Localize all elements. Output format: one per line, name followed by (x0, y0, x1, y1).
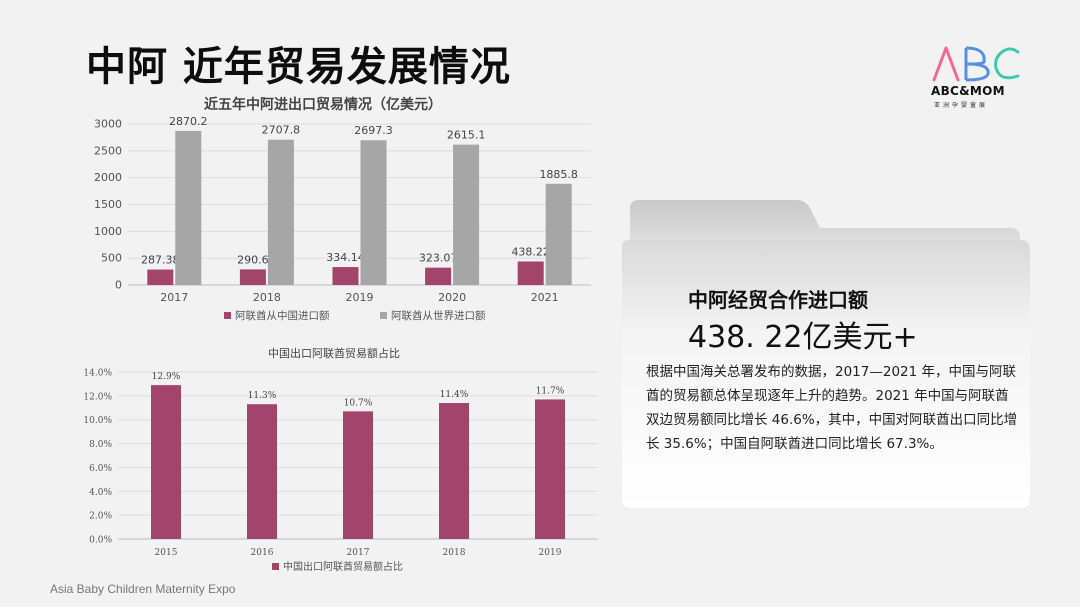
card-heading: 中阿经贸合作进口额 (688, 288, 868, 312)
page-title: 中阿 近年贸易发展情况 (86, 44, 511, 90)
data-label: 334.14 (326, 251, 365, 264)
bar (439, 403, 469, 539)
data-label: 2707.8 (262, 124, 301, 137)
logo-subtitle: 亚洲孕婴童展 (934, 102, 989, 109)
card-body-text: 根据中国海关总署发布的数据，2017—2021 年，中国与阿联酋的贸易额总体呈现… (646, 364, 1018, 452)
card-background (622, 200, 1030, 508)
x-tick-label: 2016 (251, 548, 274, 558)
x-tick-label: 2021 (531, 291, 559, 304)
data-label: 2697.3 (354, 124, 393, 137)
y-tick-label: 10.0% (83, 416, 112, 426)
y-tick-label: 1000 (94, 225, 122, 238)
export-share-chart: 0.0% 2.0% 4.0% 6.0% 8.0% 10.0% 12.0% 14.0% 12.9%… (83, 369, 598, 573)
abc-mom-logo: ABC&MOM 亚洲孕婴童展 (928, 44, 1028, 110)
x-tick-label: 2017 (347, 548, 370, 558)
y-tick-label: 14.0% (83, 369, 112, 379)
legend-label: 阿联酋从世界进口额 (391, 309, 486, 322)
y-tick-label: 12.0% (83, 392, 112, 402)
y-tick-label: 3000 (94, 118, 122, 131)
bar (151, 385, 181, 539)
y-tick-label: 8.0% (89, 440, 112, 450)
x-tick-label: 2017 (160, 291, 188, 304)
data-label: 2870.2 (169, 115, 208, 128)
x-tick-label: 2018 (253, 291, 281, 304)
legend-swatch (380, 312, 387, 319)
bar (247, 404, 277, 539)
chart-2-title: 中国出口阿联酋贸易额占比 (268, 347, 400, 360)
bar (517, 261, 544, 285)
data-label: 290.6 (237, 253, 269, 266)
data-label: 11.3% (248, 391, 277, 401)
logo-mark-icon (932, 46, 1020, 82)
y-tick-label: 2500 (94, 144, 122, 157)
data-label: 1885.8 (539, 168, 578, 181)
chart-1-title: 近五年中阿进出口贸易情况（亿美元） (204, 97, 442, 113)
bar (332, 267, 359, 285)
x-tick-label: 2015 (155, 548, 178, 558)
y-tick-label: 4.0% (89, 488, 112, 498)
bar (360, 140, 387, 285)
y-tick-label: 0.0% (89, 536, 112, 546)
bar (147, 269, 174, 285)
logo-name: ABC&MOM (931, 84, 1005, 98)
data-label: 438.22 (511, 245, 550, 258)
bar (453, 144, 480, 285)
legend-label: 中国出口阿联酋贸易额占比 (283, 560, 403, 573)
import-summary-card: 中阿经贸合作进口额 438. 22亿美元+ 根据中国海关总署发布的数据，2017… (622, 200, 1030, 508)
card-value: 438. 22亿美元+ (688, 320, 918, 355)
bar (343, 411, 373, 539)
bar (425, 267, 452, 285)
data-label: 11.4% (440, 390, 469, 400)
bar (239, 269, 266, 285)
bar (267, 139, 294, 285)
x-tick-label: 2019 (346, 291, 374, 304)
x-tick-label: 2020 (438, 291, 466, 304)
y-tick-label: 1500 (94, 198, 122, 211)
data-label: 10.7% (344, 398, 373, 408)
data-label: 2615.1 (447, 129, 486, 142)
data-label: 12.9% (152, 372, 181, 382)
bar (535, 399, 565, 539)
data-label: 323.07 (419, 252, 458, 265)
footer-text: Asia Baby Children Maternity Expo (50, 582, 236, 596)
legend-label: 阿联酋从中国进口额 (235, 309, 330, 322)
y-tick-label: 0 (115, 279, 122, 292)
x-tick-label: 2019 (539, 548, 562, 558)
y-tick-label: 6.0% (89, 464, 112, 474)
bar (545, 183, 572, 285)
y-tick-label: 2.0% (89, 512, 112, 522)
data-label: 11.7% (536, 386, 565, 396)
legend-swatch (272, 563, 279, 570)
y-tick-label: 500 (101, 252, 122, 265)
y-tick-label: 2000 (94, 171, 122, 184)
bar (175, 130, 202, 285)
legend-swatch (224, 312, 231, 319)
import-chart: 0 500 1000 1500 2000 2500 3000 287.38 2870.2 2017… (94, 115, 591, 322)
data-label: 287.38 (141, 254, 180, 267)
x-tick-label: 2018 (443, 548, 466, 558)
